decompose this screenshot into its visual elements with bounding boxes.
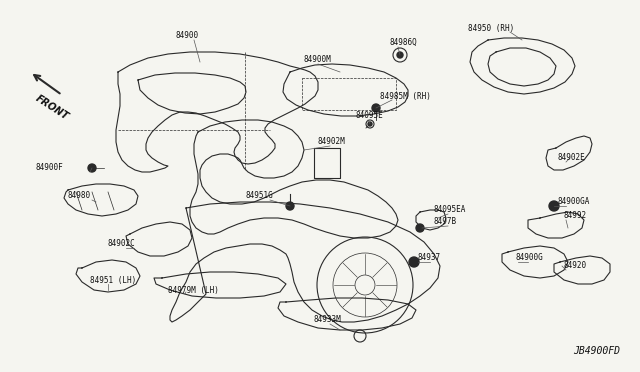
Text: 84950 (RH): 84950 (RH) [468,23,515,32]
Text: 84986Q: 84986Q [390,38,418,46]
Text: 84933M: 84933M [314,315,342,324]
Circle shape [416,224,424,232]
Text: 84980: 84980 [68,192,91,201]
Circle shape [88,164,96,172]
Text: JB4900FD: JB4900FD [573,346,620,356]
Text: 8497B: 8497B [434,218,457,227]
Circle shape [368,122,372,126]
Text: 84951G: 84951G [246,192,274,201]
Text: 84951 (LH): 84951 (LH) [90,276,136,285]
Text: 84920: 84920 [563,262,586,270]
Circle shape [397,52,403,58]
Circle shape [286,202,294,210]
Text: 84937: 84937 [418,253,441,263]
Text: 84095EA: 84095EA [434,205,467,215]
Text: 84095E: 84095E [355,112,383,121]
Text: 84900G: 84900G [516,253,544,263]
Circle shape [549,201,559,211]
Text: 84900: 84900 [175,32,198,41]
Text: 84902C: 84902C [108,240,136,248]
Circle shape [409,257,419,267]
Text: 84992: 84992 [563,212,586,221]
Text: FRONT: FRONT [34,94,70,122]
Text: 84902E: 84902E [558,154,586,163]
Circle shape [372,104,380,112]
Text: 84900M: 84900M [303,55,331,64]
Text: 84900GA: 84900GA [558,198,590,206]
Text: 84985M (RH): 84985M (RH) [380,92,431,100]
Text: 84979M (LH): 84979M (LH) [168,285,219,295]
Text: 84902M: 84902M [318,138,346,147]
Text: 84900F: 84900F [36,164,64,173]
